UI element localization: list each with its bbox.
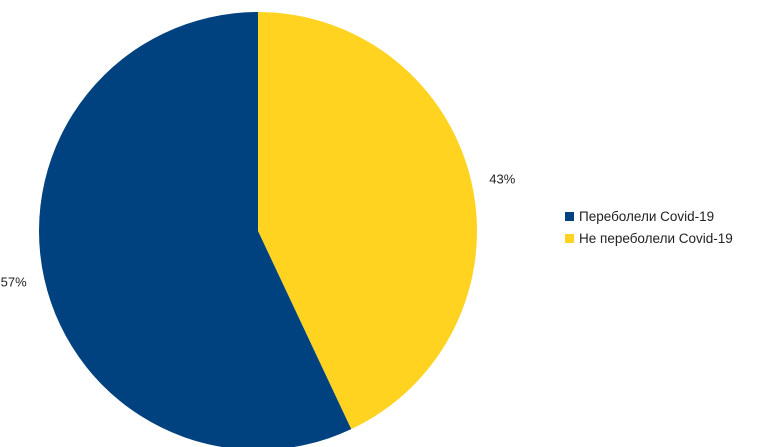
legend-item-not-recovered: Не переболели Covid-19: [565, 227, 733, 249]
slice-label-not-recovered: 43%: [489, 171, 515, 186]
legend-swatch-not-recovered: [565, 233, 574, 243]
legend-label-recovered: Переболели Covid-19: [579, 208, 715, 224]
legend-swatch-recovered: [565, 211, 574, 221]
slice-label-recovered: 57%: [1, 275, 27, 290]
pie-slice-not-recovered: [258, 12, 477, 430]
pie-slice-recovered: [39, 12, 352, 447]
legend-item-recovered: Переболели Covid-19: [565, 205, 733, 227]
legend-label-not-recovered: Не переболели Covid-19: [579, 230, 733, 246]
chart-legend: Переболели Covid-19 Не переболели Covid-…: [565, 205, 733, 249]
